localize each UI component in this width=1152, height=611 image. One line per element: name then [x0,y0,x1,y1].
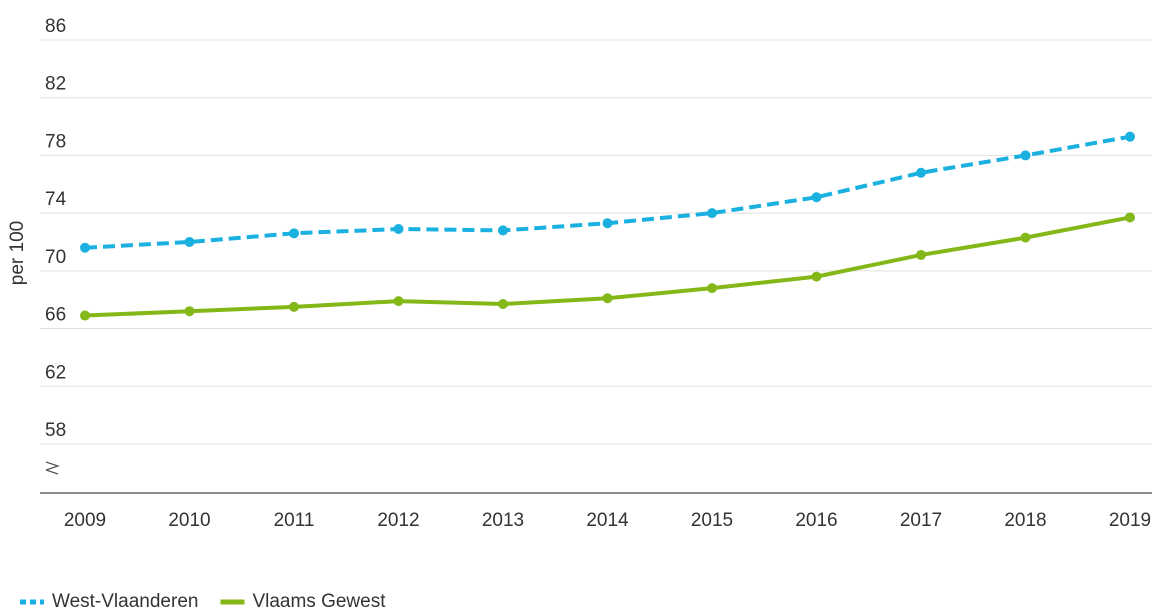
data-point [1020,150,1031,161]
data-point [184,236,195,247]
data-point [393,223,404,234]
y-tick-label: 58 [45,420,66,441]
data-point [289,228,299,239]
data-point [707,208,717,219]
data-point [916,167,926,178]
x-tick-label: 2011 [274,510,315,531]
x-tick-label: 2016 [795,510,837,531]
data-point [916,249,926,260]
y-tick-label: 66 [45,305,66,326]
data-point [1125,212,1135,223]
x-tick-label: 2017 [900,510,942,531]
data-point [289,301,299,312]
x-tick-label: 2018 [1004,510,1046,531]
data-point [184,306,195,317]
data-point [393,296,404,307]
axis-break [45,461,60,475]
series-line [84,134,1131,250]
x-tick-label: 2014 [586,510,629,531]
data-point [602,293,613,304]
y-tick-label: 82 [45,74,66,95]
x-tick-label: 2010 [168,510,210,531]
data-point [811,192,822,203]
x-tick-label: 2015 [691,510,733,531]
legend-label: West-Vlaanderen [52,591,198,611]
data-point [80,242,90,253]
y-tick-label: 78 [45,131,66,152]
y-axis-label: per 100 [7,221,28,285]
x-tick-label: 2009 [64,510,106,531]
y-tick-label: 70 [45,247,66,268]
legend-label: Vlaams Gewest [252,591,386,611]
y-tick-label: 74 [45,189,67,210]
y-tick-label: 62 [45,362,66,383]
data-point [707,283,717,294]
data-point [811,271,822,282]
x-tick-label: 2019 [1109,510,1151,531]
data-point [498,299,508,310]
y-tick-label: 86 [45,16,66,37]
data-point [80,310,90,321]
data-point [498,225,508,236]
data-point [1020,232,1031,243]
data-point [1125,131,1135,142]
x-tick-label: 2013 [482,510,524,531]
x-tick-label: 2012 [377,510,419,531]
data-point [602,218,613,229]
